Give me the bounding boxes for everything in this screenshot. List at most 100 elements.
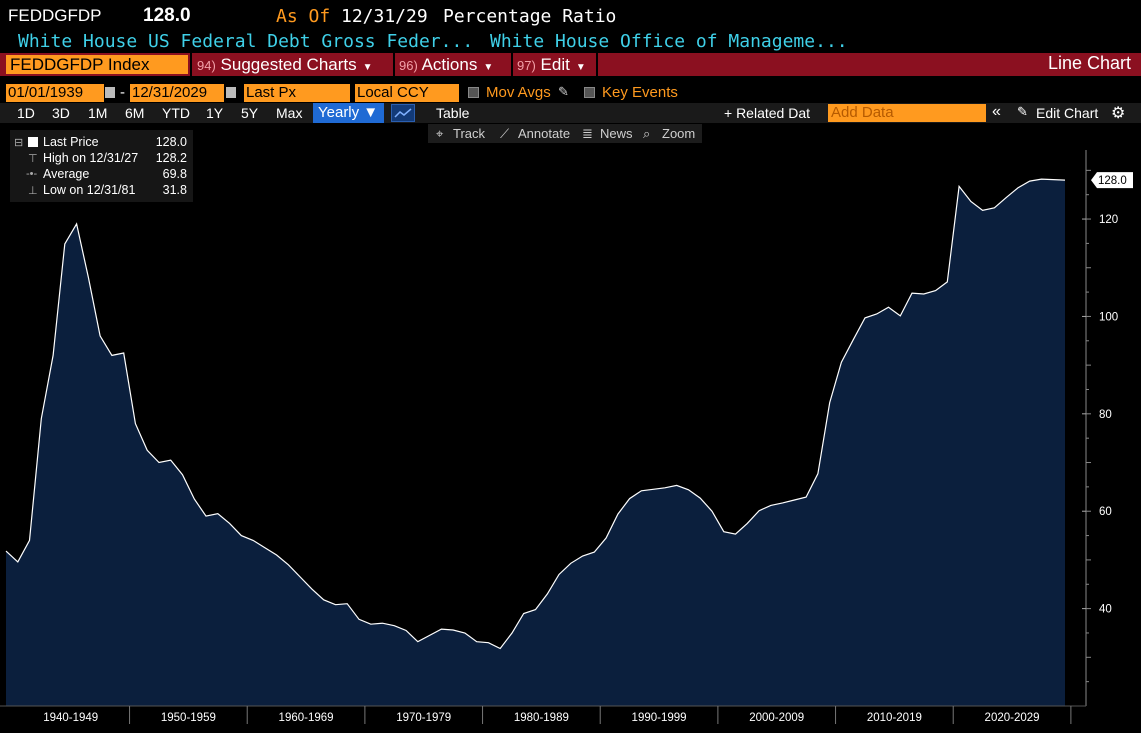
mov-avgs-checkbox[interactable] xyxy=(468,87,479,98)
menu-divider xyxy=(393,53,395,76)
pencil-icon[interactable]: ✎ xyxy=(558,84,569,99)
add-data-input[interactable]: Add Data xyxy=(828,104,986,122)
controls-row: 01/01/1939 - 12/31/2029 Last Px Local CC… xyxy=(0,83,1141,103)
legend-value: 69.8 xyxy=(162,167,187,181)
menu-number: 96) xyxy=(399,58,418,73)
range-5y[interactable]: 5Y xyxy=(241,105,259,121)
y-tick-label: 60 xyxy=(1099,506,1112,518)
legend-row-last: ⊟ Last Price 128.0 xyxy=(10,135,193,151)
legend-swatch-icon xyxy=(28,137,38,147)
period-select[interactable]: Yearly ▼ xyxy=(313,103,384,123)
pencil-icon[interactable]: ✎ xyxy=(1017,104,1028,119)
suggested-charts-menu[interactable]: 94) Suggested Charts ▼ xyxy=(197,55,373,74)
x-tick-label: 1970-1979 xyxy=(396,712,451,724)
collapse-icon[interactable]: « xyxy=(992,103,1001,120)
menu-divider xyxy=(596,53,598,76)
legend-value: 128.2 xyxy=(155,151,187,165)
security-description[interactable]: White House US Federal Debt Gross Feder.… xyxy=(18,31,474,52)
x-tick-label: 1950-1959 xyxy=(161,712,216,724)
caret-down-icon: ▼ xyxy=(362,62,373,73)
y-tick-label: 40 xyxy=(1099,604,1112,616)
range-1y[interactable]: 1Y xyxy=(206,105,224,121)
legend-label: Average xyxy=(43,167,90,181)
table-button[interactable]: Table xyxy=(436,105,470,121)
line-chart-icon[interactable] xyxy=(391,104,415,122)
x-tick-label: 2010-2019 xyxy=(867,712,922,724)
calendar-icon[interactable] xyxy=(226,87,236,98)
x-tick-label: 1960-1969 xyxy=(279,712,334,724)
actions-menu[interactable]: 96) Actions ▼ xyxy=(399,55,493,74)
range-toolbar: 1D 3D 1M 6M YTD 1Y 5Y Max Yearly ▼ Table… xyxy=(0,103,1141,123)
zoom-button[interactable]: Zoom xyxy=(662,126,696,141)
y-tick-label: 80 xyxy=(1099,409,1112,421)
last-value: 128.0 xyxy=(143,5,191,26)
annotate-button[interactable]: Annotate xyxy=(518,126,571,141)
high-marker-icon: ⊤ xyxy=(28,153,38,165)
legend-row-low: ⊥ Low on 12/31/81 31.8 xyxy=(10,183,193,199)
x-tick-label: 2000-2009 xyxy=(749,712,804,724)
chart-type-label[interactable]: Line Chart xyxy=(1047,53,1131,73)
legend-value: 31.8 xyxy=(162,183,187,197)
menu-label: Suggested Charts xyxy=(220,55,357,74)
source-description[interactable]: White House Office of Manageme... xyxy=(490,31,848,52)
zoom-icon: ⌕ xyxy=(643,126,651,141)
range-max[interactable]: Max xyxy=(276,105,303,121)
range-3d[interactable]: 3D xyxy=(52,105,70,121)
annotate-icon: ⟋ xyxy=(500,126,510,141)
unit-label: Percentage Ratio xyxy=(443,6,617,27)
data-line xyxy=(5,178,1066,650)
x-tick-label: 1990-1999 xyxy=(632,712,687,724)
index-field[interactable]: FEDDGFDP Index xyxy=(6,55,188,74)
end-date-field[interactable]: 12/31/2029 xyxy=(130,84,224,102)
edit-menu[interactable]: 97) Edit ▼ xyxy=(517,55,586,74)
start-date-field[interactable]: 01/01/1939 xyxy=(6,84,104,102)
caret-down-icon: ▼ xyxy=(483,62,494,73)
legend-row-average: -•- Average 69.8 xyxy=(10,167,193,183)
ticker-label: FEDDGFDP xyxy=(8,6,102,25)
legend-value: 128.0 xyxy=(155,135,187,149)
y-tick-label: 100 xyxy=(1099,311,1118,323)
legend-panel[interactable]: ⊟ Last Price 128.0 ⊤ High on 12/31/27 12… xyxy=(10,130,193,202)
as-of-date: 12/31/29 xyxy=(341,6,428,27)
currency-select[interactable]: Local CCY xyxy=(355,84,459,102)
menu-label: Edit xyxy=(540,55,570,74)
edit-chart-button[interactable]: Edit Chart xyxy=(1036,105,1099,121)
related-data-button[interactable]: + Related Dat xyxy=(724,105,810,121)
legend-label: High on 12/31/27 xyxy=(43,151,139,165)
menu-number: 94) xyxy=(197,58,216,73)
menu-divider xyxy=(511,53,513,76)
mov-avgs-label: Mov Avgs xyxy=(486,84,551,101)
title-row: FEDDGFDP 128.0 As Of 12/31/29 Percentage… xyxy=(0,0,1141,30)
track-button[interactable]: Track xyxy=(453,126,486,141)
crosshair-icon: ⌖ xyxy=(436,126,444,141)
legend-label: Low on 12/31/81 xyxy=(43,183,136,197)
x-tick-label: 1980-1989 xyxy=(514,712,569,724)
range-1m[interactable]: 1M xyxy=(88,105,108,121)
x-tick-label: 2020-2029 xyxy=(985,712,1040,724)
collapse-box-icon[interactable]: ⊟ xyxy=(14,137,24,149)
low-marker-icon: ⊥ xyxy=(28,185,38,197)
menu-number: 97) xyxy=(517,58,536,73)
area-fill xyxy=(6,179,1065,707)
range-1d[interactable]: 1D xyxy=(17,105,35,121)
calendar-icon[interactable] xyxy=(105,87,115,98)
x-tick-label: 1940-1949 xyxy=(43,712,98,724)
gear-icon[interactable]: ⚙ xyxy=(1111,105,1126,122)
range-ytd[interactable]: YTD xyxy=(162,105,190,121)
legend-row-high: ⊤ High on 12/31/27 128.2 xyxy=(10,151,193,167)
caret-down-icon: ▼ xyxy=(575,62,586,73)
price-field-select[interactable]: Last Px xyxy=(244,84,350,102)
chart-tools: ⌖ Track ⟋ Annotate ≣ News ⌕ Zoom xyxy=(428,124,702,143)
menu-divider xyxy=(190,53,192,76)
last-value-badge xyxy=(1091,172,1133,189)
average-marker-icon: -•- xyxy=(26,168,38,180)
y-tick-label: 120 xyxy=(1099,214,1118,226)
news-button[interactable]: News xyxy=(600,126,633,141)
key-events-checkbox[interactable] xyxy=(584,87,595,98)
legend-label: Last Price xyxy=(43,135,99,149)
last-value-badge-label: 128.0 xyxy=(1098,175,1127,187)
news-icon: ≣ xyxy=(582,126,593,141)
as-of-label: As Of xyxy=(276,6,331,27)
range-6m[interactable]: 6M xyxy=(125,105,145,121)
